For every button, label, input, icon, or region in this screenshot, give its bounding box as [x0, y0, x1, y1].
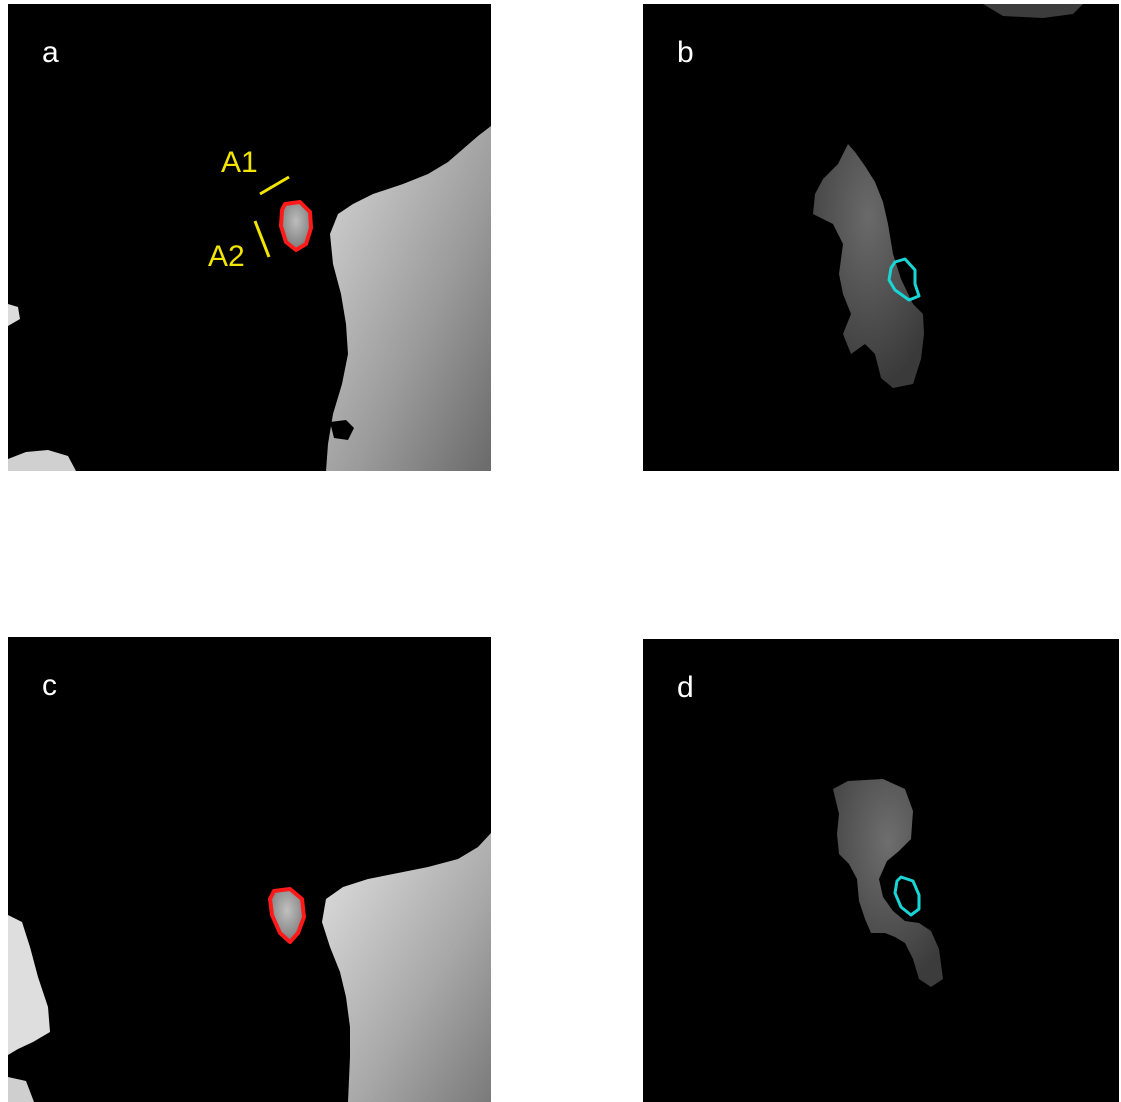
- panel-a-image: A1 A2: [8, 126, 491, 471]
- panel-c: c: [8, 637, 491, 1102]
- lesion-outline-cyan: [887, 257, 921, 302]
- panel-c-image: [8, 833, 491, 1102]
- bright-tissue-region: [322, 833, 491, 1102]
- annotation-label-a2: A2: [208, 240, 245, 273]
- annotation-label-a1: A1: [221, 146, 258, 179]
- left-edge-tissue: [8, 304, 20, 326]
- lesion-outline-cyan: [893, 875, 921, 917]
- gray-tissue-region: [833, 779, 943, 987]
- lesion-outline-red: [268, 887, 306, 944]
- panel-label-b: b: [677, 36, 694, 69]
- panel-label-d: d: [677, 671, 694, 704]
- bright-tissue-region: [326, 126, 491, 471]
- annotation-line-a2: [253, 220, 271, 258]
- annotation-line-a1: [259, 175, 290, 196]
- dark-hole: [330, 420, 354, 440]
- top-edge-tissue: [983, 4, 1083, 18]
- panel-a: A1 A2 a: [8, 4, 491, 471]
- left-edge-tissue: [8, 915, 50, 1055]
- panel-b-image: [813, 4, 1083, 388]
- panel-d-image: [833, 779, 943, 987]
- gray-tissue-region: [813, 144, 924, 388]
- left-edge-tissue-lower: [8, 1077, 34, 1102]
- bottom-left-tissue: [8, 450, 76, 471]
- lesion-fill: [281, 202, 311, 250]
- lesion-outline-red: [279, 200, 313, 252]
- panel-label-c: c: [42, 669, 57, 702]
- panel-label-a: a: [42, 36, 59, 69]
- panel-d: d: [643, 639, 1119, 1102]
- panel-b: b: [643, 4, 1119, 471]
